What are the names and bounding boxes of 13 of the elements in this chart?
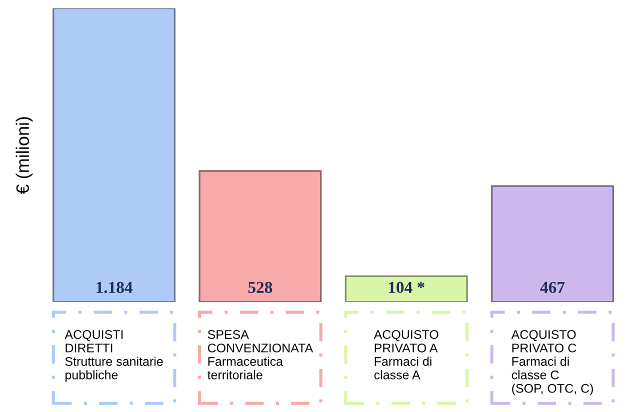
y-axis-title: € (milioni) (16, 117, 33, 194)
data-label: 467 (540, 282, 565, 294)
data-label: 104 * (388, 282, 424, 294)
data-label: 528 (248, 282, 272, 294)
data-label: 1.184 (96, 282, 132, 294)
x-tick-label: ACQUISTI DIRETTI Strutture sanitarie pubbliche (64, 330, 163, 382)
bar (344, 275, 468, 302)
x-tick-label: ACQUISTO PRIVATO C Farmaci di classe C (SOP, OTC, C) (511, 330, 593, 396)
bar (52, 8, 176, 302)
bar (491, 185, 614, 302)
bar (198, 170, 322, 302)
x-tick-label: ACQUISTO PRIVATO A Farmaci di classe A (374, 330, 438, 380)
x-tick-label: SPESA CONVENZIONATA Farmaceutica territoriale (207, 330, 314, 380)
